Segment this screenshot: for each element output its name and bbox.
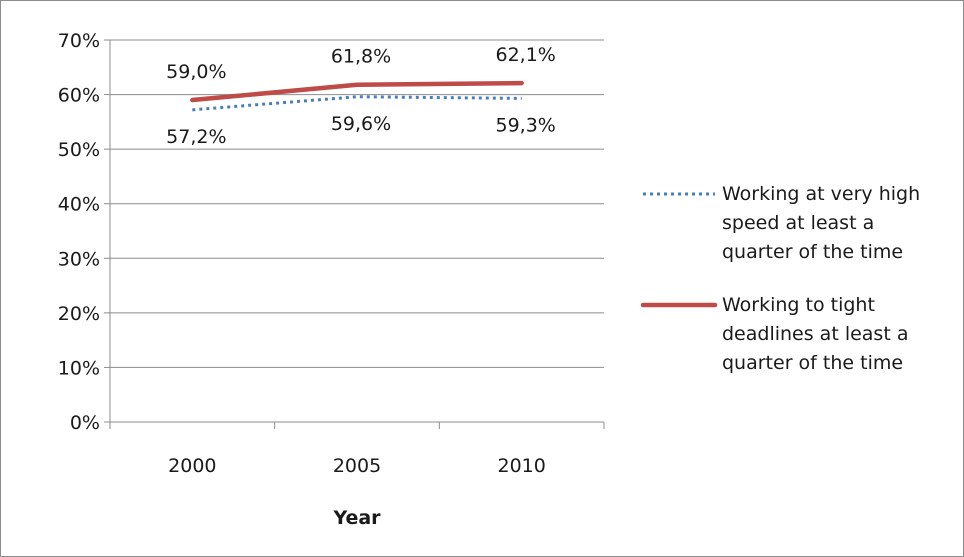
series-lines <box>190 80 524 112</box>
legend-label: quarter of the time <box>722 352 903 374</box>
legend-label: Working to tight <box>722 294 875 316</box>
legend-label: deadlines at least a <box>722 323 908 345</box>
data-label: 61,8% <box>331 46 391 68</box>
legend: Working at very high speed at least a quar… <box>640 183 920 374</box>
y-tick-label: 40% <box>58 194 100 216</box>
y-tick-label: 20% <box>58 303 100 325</box>
x-axis-ticks: 2000 2005 2010 <box>109 422 605 477</box>
y-tick-label: 50% <box>58 139 100 161</box>
x-tick-label: 2010 <box>497 455 545 477</box>
x-axis-title: Year <box>332 507 381 529</box>
y-tick-label: 10% <box>58 357 100 379</box>
series-line-tight-deadlines <box>190 80 524 103</box>
y-axis-ticks: 0% 10% 20% 30% 40% 50% 60% 70% <box>58 30 110 434</box>
y-tick-label: 70% <box>58 30 100 52</box>
legend-label: Working at very high <box>722 183 920 205</box>
data-label: 57,2% <box>166 126 226 148</box>
series-line-high-speed <box>192 95 522 112</box>
x-tick-label: 2000 <box>168 455 216 477</box>
gridlines <box>110 39 604 368</box>
y-tick-label: 30% <box>58 248 100 270</box>
data-label: 59,3% <box>495 114 555 136</box>
data-label: 62,1% <box>495 44 555 66</box>
data-label: 59,0% <box>166 61 226 83</box>
data-label: 59,6% <box>331 113 391 135</box>
data-labels: 57,2% 59,6% 59,3% 59,0% 61,8% 62,1% <box>166 44 556 148</box>
legend-label: quarter of the time <box>722 241 903 263</box>
y-tick-label: 60% <box>58 85 100 107</box>
x-tick-label: 2005 <box>333 455 381 477</box>
axes <box>109 40 604 423</box>
legend-label: speed at least a <box>722 212 874 234</box>
y-tick-label: 0% <box>70 412 100 434</box>
